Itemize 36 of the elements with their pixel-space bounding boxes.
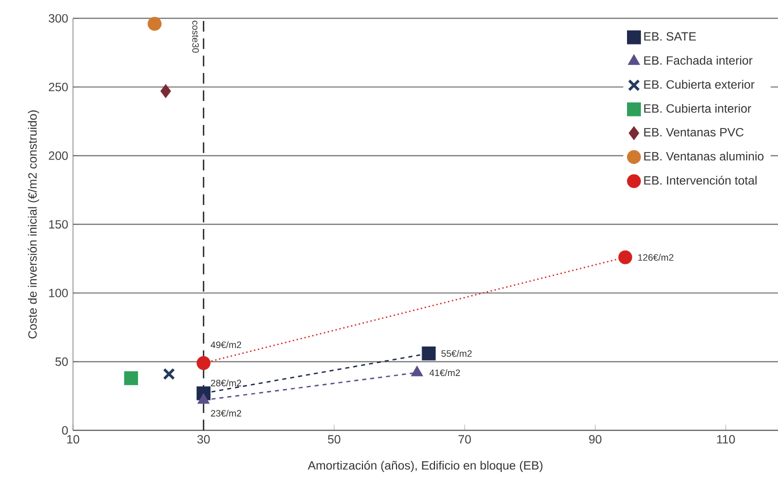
y-tick-label: 0 [62,426,68,435]
x-tick-label: 110 [717,435,735,444]
point [422,346,436,360]
annotation: 28€/m2 [210,379,242,386]
x-tick-label: 50 [328,435,340,444]
y-axis-title: Coste de inversión inicial (€/m2 construido) [28,110,40,338]
legend-label: EB. Cubierta exterior [644,80,754,89]
x-tick-label: 70 [458,435,471,444]
annotation: 23€/m2 [210,410,242,417]
legend-label: EB. Intervención total [644,176,757,185]
y-tick-label: 100 [49,288,68,298]
y-tick-label: 250 [48,82,68,92]
y-tick-label: 50 [55,357,68,366]
ref-line-label: coste30 [192,20,199,53]
legend-label: EB. Ventanas aluminio [644,152,764,161]
legend-label: EB. Fachada interior [644,56,752,65]
legend-label: EB. Ventanas PVC [644,128,744,136]
annotation: 55€/m2 [441,350,472,357]
point [618,250,632,264]
annotation: 41€/m2 [429,369,460,376]
y-tick-label: 150 [49,220,68,229]
point [148,16,162,31]
x-tick-label: 30 [197,435,210,444]
point [162,368,176,380]
x-tick-label: 10 [67,435,80,444]
point [124,371,138,386]
legend-label: EB. Cubierta interior [644,104,752,113]
point [196,356,210,370]
x-axis-title: Amortización (años), Edificio en bloque (EB) [308,460,542,472]
annotation: 49€/m2 [210,341,242,348]
y-tick-label: 300 [48,14,68,23]
x-tick-label: 90 [589,435,602,444]
annotation: 126€/m2 [638,254,674,261]
legend-label: EB. SATE [644,32,696,41]
y-tick-label: 200 [48,151,68,160]
point [160,84,171,98]
